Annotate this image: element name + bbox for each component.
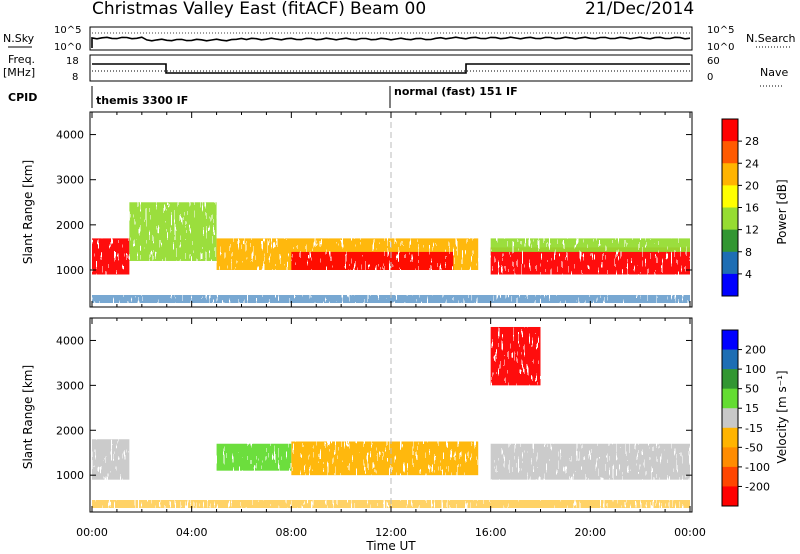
nsearch-tick-top: 10^5 — [707, 25, 734, 36]
power-colorbar-swatch — [722, 273, 738, 297]
power-colorbar-swatch — [722, 119, 738, 142]
vel-feature-3 — [490, 443, 690, 480]
velocity-colorbar-tick-label: -200 — [745, 480, 770, 493]
power-feature-5 — [490, 238, 690, 252]
velocity-colorbar-swatch — [722, 427, 738, 448]
velocity-colorbar-tick-label: 15 — [745, 402, 759, 415]
nsky-line — [91, 36, 691, 48]
power-ytick-label: 4000 — [56, 129, 84, 142]
power-near-range-band — [92, 295, 690, 303]
power-colorbar-tick-label: 16 — [745, 202, 759, 215]
velocity-heatmap — [92, 326, 690, 508]
power-heatmap — [92, 202, 690, 303]
velocity-colorbar-label: Velocity [m s⁻¹] — [775, 370, 789, 463]
x-tick-label: 12:00 — [375, 526, 407, 539]
date-label: 21/Dec/2014 — [585, 0, 694, 19]
power-ytick-label: 3000 — [56, 174, 84, 187]
velocity-colorbar-tick-label: 200 — [745, 344, 766, 357]
vel-ytick-label: 3000 — [56, 379, 84, 392]
cpid-mode-2: normal (fast) 151 IF — [394, 85, 518, 98]
velocity-colorbar-swatch — [722, 369, 738, 390]
velocity-colorbar-swatch — [722, 349, 738, 370]
velocity-colorbar-tick-label: -50 — [745, 441, 763, 454]
vel-ytick-label: 1000 — [56, 469, 84, 482]
nsearch-tick-bottom: 10^0 — [707, 42, 734, 53]
power-colorbar: 28 24 20 16 12 8 4 Power [dB] — [721, 118, 789, 297]
nsearch-label: N.Search — [746, 32, 796, 45]
power-feature-3 — [291, 251, 454, 270]
power-ytick-label: 2000 — [56, 219, 84, 232]
vel-feature-0 — [92, 439, 130, 480]
power-colorbar-swatch — [722, 141, 738, 164]
velocity-colorbar-swatch — [722, 408, 738, 429]
freq-unit: [MHz] — [3, 66, 35, 79]
power-colorbar-label: Power [dB] — [775, 179, 789, 244]
freq-label: Freq. — [8, 53, 35, 66]
velocity-colorbar-swatch — [722, 330, 738, 351]
power-ytick-label: 1000 — [56, 264, 84, 277]
power-feature-0 — [92, 238, 130, 275]
nsky-tick-bottom: 10^0 — [54, 42, 81, 53]
velocity-colorbar-tick-label: -100 — [745, 461, 770, 474]
vel-feature-1 — [216, 443, 292, 471]
vel-feature-4 — [490, 326, 541, 386]
plot-title: Christmas Valley East (fitACF) — [92, 0, 345, 19]
freq-tick-bottom: 8 — [72, 72, 78, 83]
nsky-tick-top: 10^5 — [54, 25, 81, 36]
vel-ytick-label: 4000 — [56, 334, 84, 347]
velocity-colorbar-tick-label: 100 — [745, 363, 766, 376]
power-colorbar-swatch — [722, 251, 738, 275]
velocity-colorbar-tick-label: -15 — [745, 422, 763, 435]
x-axis-label: Time UT — [365, 539, 416, 553]
x-tick-label: 00:00 — [674, 526, 706, 539]
velocity-panel: Slant Range [km] 1000 2000 3000 4000 — [21, 317, 693, 513]
power-colorbar-swatch — [722, 229, 738, 253]
power-colorbar-tick-label: 4 — [745, 268, 752, 281]
velocity-colorbar: 200 100 50 15 -15 -50 -100 -200 Velocity [m s⁻¹… — [721, 329, 789, 507]
nave-tick-top: 60 — [707, 56, 720, 67]
x-tick-label: 16:00 — [475, 526, 507, 539]
velocity-colorbar-swatch — [722, 486, 738, 507]
cpid-mode-1: themis 3300 IF — [96, 94, 188, 107]
velocity-ylabel: Slant Range [km] — [21, 365, 35, 469]
power-colorbar-tick-label: 24 — [745, 157, 759, 170]
vel-feature-2 — [291, 441, 479, 476]
velocity-colorbar-swatch — [722, 447, 738, 468]
power-panel: Slant Range [km] 1000 2000 3000 4000 — [21, 111, 693, 308]
velocity-colorbar-swatch — [722, 388, 738, 409]
nsky-label: N.Sky — [3, 32, 35, 45]
power-feature-1 — [129, 202, 217, 261]
nsky-panel: N.Sky 10^5 10^0 10^5 10^0 N.Search — [3, 25, 796, 53]
velocity-colorbar-swatch — [722, 466, 738, 487]
power-colorbar-tick-label: 12 — [745, 224, 759, 237]
vel-ytick-label: 2000 — [56, 424, 84, 437]
power-colorbar-swatch — [722, 163, 738, 186]
x-tick-label: 20:00 — [574, 526, 606, 539]
power-colorbar-tick-label: 20 — [745, 179, 759, 192]
x-tick-label: 08:00 — [275, 526, 307, 539]
power-colorbar-swatch — [722, 207, 738, 231]
cpid-label: CPID — [8, 91, 37, 104]
freq-panel: Freq. [MHz] 18 8 60 0 Nave — [3, 53, 788, 87]
velocity-colorbar-tick-label: 50 — [745, 383, 759, 396]
freq-tick-top: 18 — [66, 56, 79, 67]
nave-label: Nave — [760, 66, 788, 79]
nave-tick-bottom: 0 — [707, 72, 713, 83]
power-colorbar-swatch — [722, 185, 738, 208]
x-tick-label: 04:00 — [176, 526, 208, 539]
power-colorbar-tick-label: 8 — [745, 246, 752, 259]
x-tick-label: 00:00 — [76, 526, 108, 539]
power-colorbar-tick-label: 28 — [745, 135, 759, 148]
power-ylabel: Slant Range [km] — [21, 160, 35, 264]
beam-label: Beam 00 — [350, 0, 426, 19]
cpid-strip: CPID themis 3300 IF normal (fast) 151 IF — [8, 85, 518, 108]
